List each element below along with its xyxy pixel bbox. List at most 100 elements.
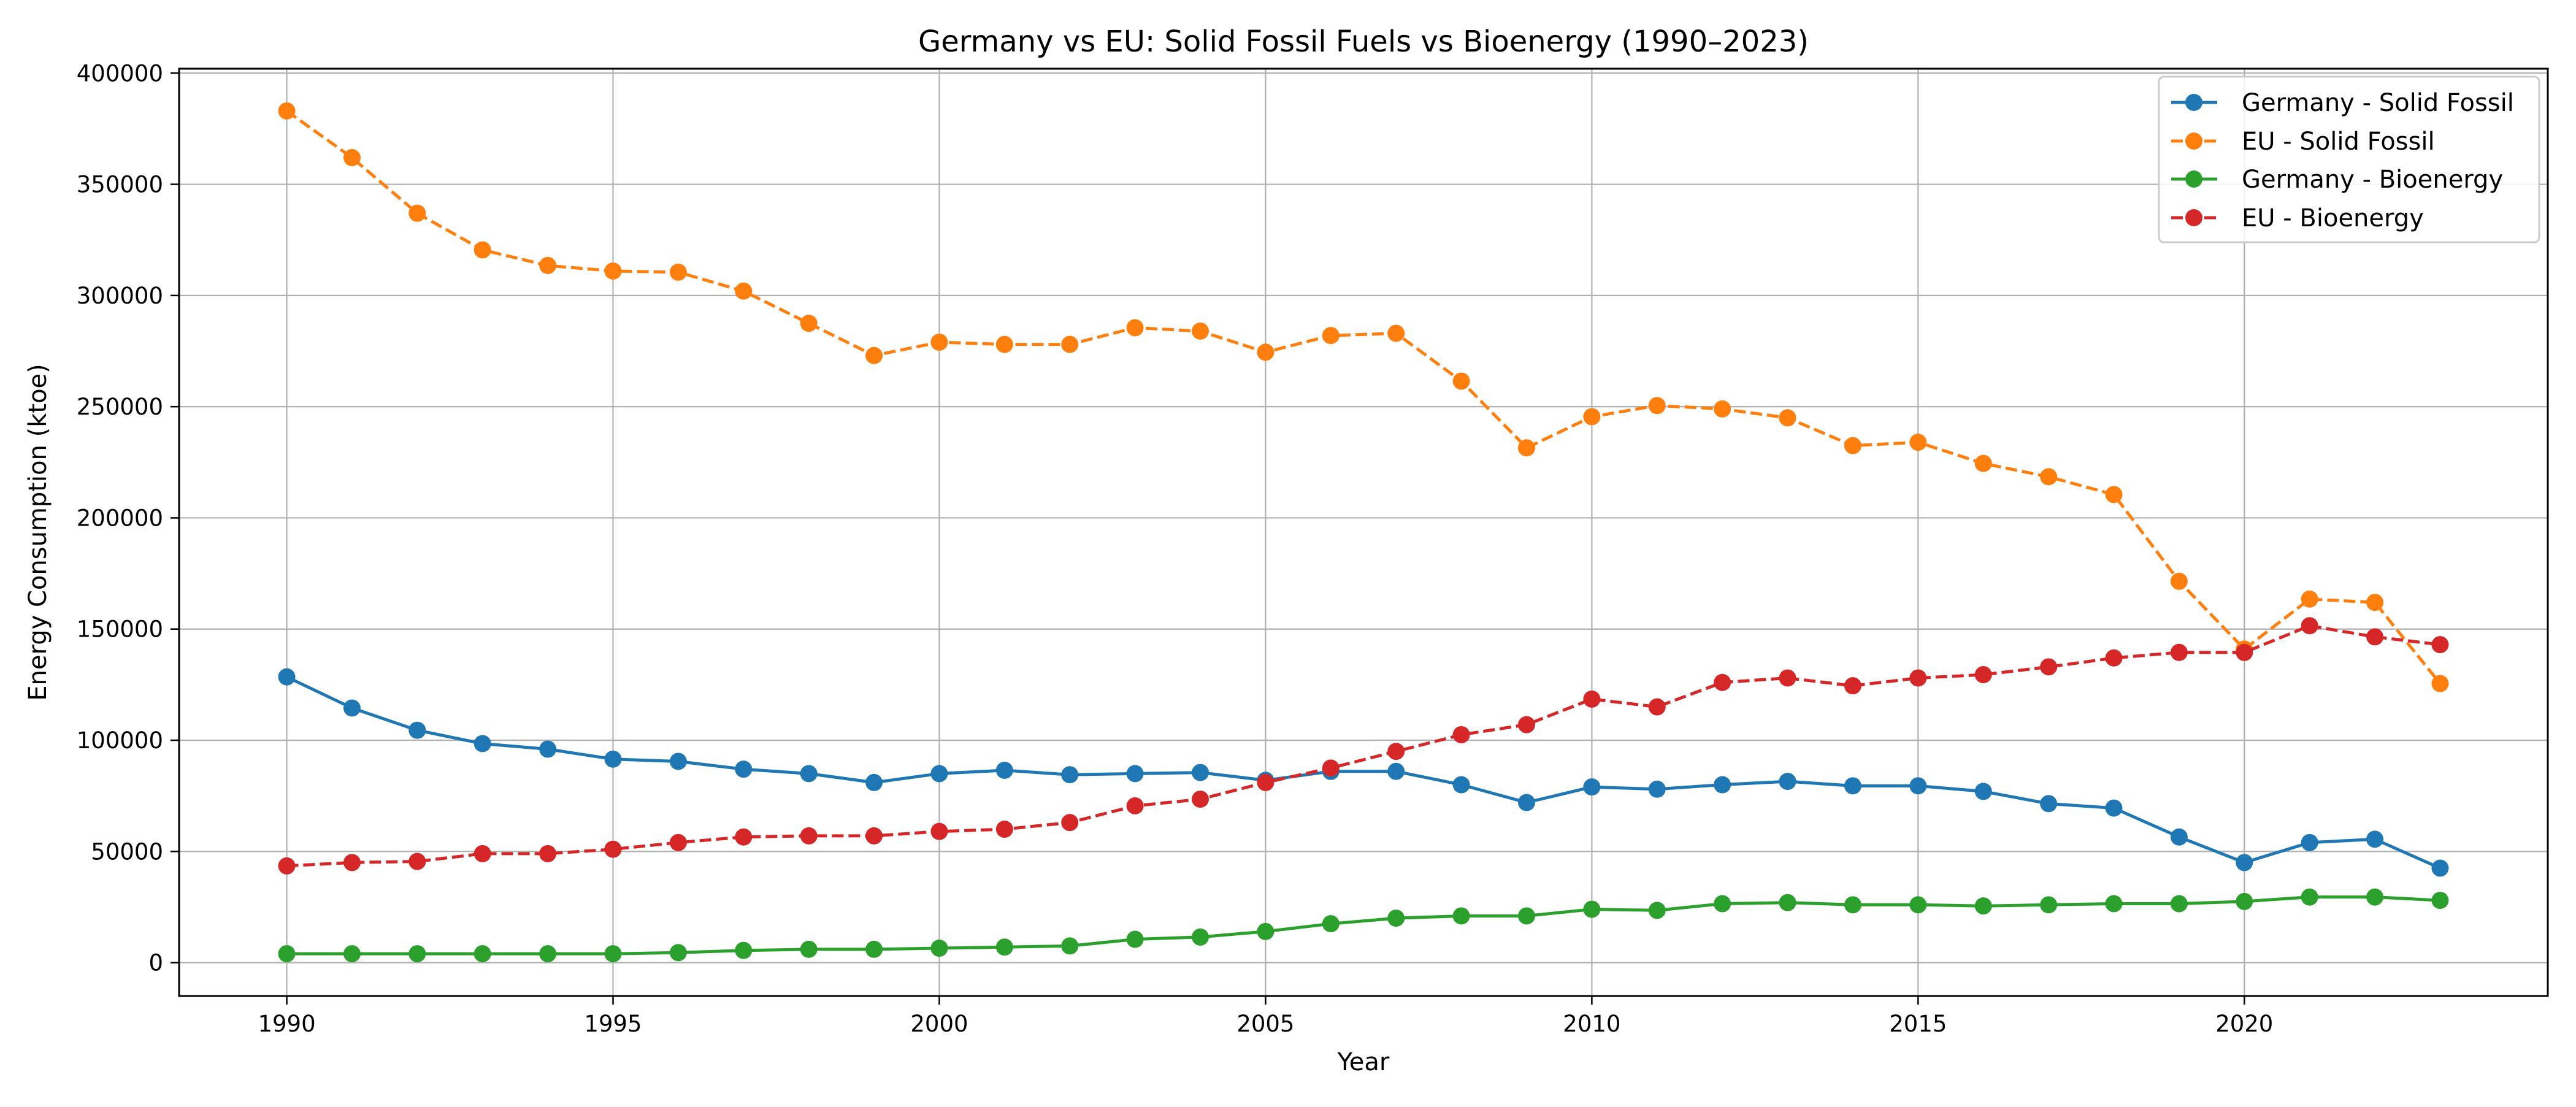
data-point-germany-bioenergy-2020	[2236, 892, 2253, 910]
data-point-eu-bioenergy-2017	[2040, 658, 2058, 676]
data-point-germany-solid-fossil-1996	[669, 753, 687, 770]
x-tick-label: 2005	[1236, 1011, 1294, 1037]
data-point-germany-bioenergy-1998	[800, 940, 818, 958]
data-point-eu-solid-fossil-2012	[1714, 400, 1731, 418]
data-point-germany-bioenergy-2008	[1452, 907, 1470, 925]
y-tick-label: 300000	[77, 283, 163, 309]
data-point-germany-solid-fossil-2021	[2301, 833, 2318, 851]
data-point-eu-bioenergy-2009	[1517, 716, 1535, 734]
x-tick-label: 1995	[584, 1011, 642, 1037]
x-tick-label: 2000	[910, 1011, 968, 1037]
data-point-germany-solid-fossil-1998	[800, 765, 818, 783]
plot-frame	[178, 67, 2549, 997]
legend-swatch-marker	[2185, 132, 2202, 150]
series-layer	[278, 102, 2449, 963]
data-point-germany-solid-fossil-2017	[2040, 795, 2058, 813]
data-point-eu-bioenergy-2020	[2236, 643, 2253, 661]
data-point-eu-solid-fossil-2011	[1648, 397, 1666, 415]
data-point-germany-solid-fossil-2018	[2105, 799, 2123, 817]
data-point-eu-bioenergy-1998	[800, 827, 818, 845]
data-point-eu-bioenergy-1991	[343, 854, 361, 871]
data-point-germany-solid-fossil-2015	[1909, 777, 1927, 795]
data-point-eu-bioenergy-2016	[1974, 666, 1992, 684]
data-point-eu-bioenergy-2013	[1779, 669, 1796, 687]
legend-entry-eu-bioenergy: EU - Bioenergy	[2171, 204, 2424, 232]
data-point-germany-solid-fossil-2001	[995, 761, 1013, 779]
y-tick-label: 0	[148, 950, 163, 976]
data-point-germany-solid-fossil-2014	[1844, 777, 1861, 795]
data-point-eu-solid-fossil-2010	[1583, 408, 1601, 426]
series-eu-solid-fossil	[278, 102, 2449, 692]
x-axis-label: Year	[1337, 1048, 1390, 1076]
data-point-eu-solid-fossil-1992	[408, 204, 426, 222]
data-point-eu-solid-fossil-2013	[1779, 409, 1796, 427]
series-eu-bioenergy	[278, 617, 2449, 875]
data-point-germany-bioenergy-2003	[1126, 930, 1144, 948]
data-point-germany-solid-fossil-1997	[735, 760, 753, 778]
data-point-eu-solid-fossil-1997	[735, 282, 753, 300]
data-point-germany-bioenergy-2000	[930, 940, 948, 957]
data-point-germany-solid-fossil-2011	[1648, 780, 1666, 798]
data-point-germany-bioenergy-2006	[1322, 915, 1340, 933]
data-point-germany-bioenergy-1994	[539, 945, 557, 963]
data-point-germany-solid-fossil-2000	[930, 765, 948, 783]
data-point-germany-bioenergy-2011	[1648, 902, 1666, 919]
data-point-eu-solid-fossil-1995	[604, 262, 622, 280]
data-point-eu-bioenergy-2014	[1844, 677, 1861, 695]
y-tick-label: 400000	[77, 60, 163, 86]
data-point-eu-bioenergy-1993	[473, 845, 491, 862]
data-point-germany-solid-fossil-2013	[1779, 773, 1796, 791]
x-tick-label: 2015	[1889, 1011, 1947, 1037]
data-point-eu-solid-fossil-2000	[930, 333, 948, 351]
data-point-germany-bioenergy-1990	[278, 945, 296, 963]
y-tick-label: 200000	[77, 505, 163, 531]
x-axis: 1990 1995 2000 2005 2010 2015 2020	[258, 996, 2273, 1037]
data-point-eu-solid-fossil-1990	[278, 102, 296, 120]
data-point-germany-bioenergy-2009	[1517, 907, 1535, 925]
data-point-eu-bioenergy-2019	[2170, 643, 2188, 661]
data-point-germany-bioenergy-1996	[669, 944, 687, 962]
data-point-germany-solid-fossil-2004	[1192, 764, 1209, 781]
data-point-eu-bioenergy-2004	[1192, 791, 1209, 808]
y-tick-label: 150000	[77, 616, 163, 643]
y-tick-label: 50000	[91, 838, 163, 865]
data-point-germany-bioenergy-1997	[735, 941, 753, 959]
data-point-germany-bioenergy-1992	[408, 945, 426, 963]
data-point-eu-solid-fossil-2014	[1844, 437, 1861, 454]
data-point-eu-bioenergy-2012	[1714, 673, 1731, 691]
data-point-eu-bioenergy-1999	[865, 827, 883, 845]
data-point-eu-solid-fossil-2021	[2301, 590, 2318, 608]
data-point-germany-bioenergy-2018	[2105, 895, 2123, 913]
data-point-eu-solid-fossil-2002	[1061, 335, 1079, 353]
data-point-eu-bioenergy-2005	[1257, 773, 1275, 791]
data-point-eu-solid-fossil-2006	[1322, 327, 1340, 345]
data-point-eu-solid-fossil-2022	[2366, 594, 2384, 611]
legend-entry-germany-bioenergy: Germany - Bioenergy	[2171, 166, 2503, 194]
data-point-eu-bioenergy-2008	[1452, 726, 1470, 743]
data-point-eu-bioenergy-2001	[995, 821, 1013, 838]
data-point-eu-solid-fossil-1998	[800, 315, 818, 332]
data-point-germany-solid-fossil-2020	[2236, 854, 2253, 871]
x-tick-label: 2020	[2215, 1011, 2273, 1037]
data-point-eu-solid-fossil-1991	[343, 149, 361, 167]
data-point-eu-solid-fossil-2008	[1452, 372, 1470, 390]
series-germany-bioenergy	[278, 888, 2449, 963]
data-point-eu-solid-fossil-2019	[2170, 572, 2188, 590]
data-point-eu-solid-fossil-2009	[1517, 439, 1535, 457]
series-line-eu-bioenergy	[286, 624, 2440, 868]
data-point-germany-bioenergy-2016	[1974, 897, 1992, 915]
data-point-germany-bioenergy-2005	[1257, 922, 1275, 940]
data-point-germany-bioenergy-2014	[1844, 896, 1861, 914]
data-point-eu-bioenergy-2023	[2431, 636, 2449, 654]
data-point-germany-solid-fossil-2023	[2431, 859, 2449, 877]
data-point-eu-solid-fossil-2016	[1974, 454, 1992, 472]
legend-swatch-marker	[2185, 94, 2202, 111]
data-point-germany-bioenergy-2004	[1192, 928, 1209, 946]
data-point-eu-bioenergy-2000	[930, 822, 948, 840]
data-point-germany-solid-fossil-1991	[343, 699, 361, 717]
data-point-germany-solid-fossil-2007	[1387, 762, 1405, 780]
data-point-eu-bioenergy-2006	[1322, 759, 1340, 777]
data-point-eu-solid-fossil-2023	[2431, 675, 2449, 692]
